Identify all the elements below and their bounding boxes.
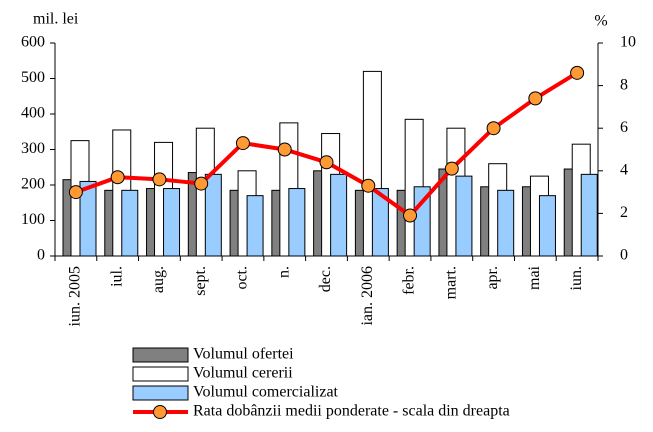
x-tick-label: ian. 2006 <box>359 266 376 326</box>
y2-axis-title: % <box>594 13 607 30</box>
bar <box>79 180 97 257</box>
y-tick-label: 600 <box>21 34 45 51</box>
bar <box>121 189 139 257</box>
y-tick-label: 0 <box>37 247 45 264</box>
bar <box>330 173 348 257</box>
line-marker <box>235 136 250 151</box>
legend-label: Volumul ofertei <box>193 346 294 363</box>
legend-label: Volumul cererii <box>193 365 293 382</box>
y-tick-label: 500 <box>21 69 45 86</box>
bar <box>455 175 473 257</box>
line-marker <box>110 170 125 185</box>
y2-tick-label: 6 <box>620 119 628 136</box>
line-marker <box>194 176 209 191</box>
legend-label: Volumul comercializat <box>193 384 339 401</box>
line-marker <box>528 91 543 106</box>
line-marker <box>152 172 167 187</box>
line-marker <box>68 185 83 200</box>
bar <box>246 195 264 257</box>
x-tick-label: iul. <box>108 266 125 287</box>
bar <box>538 195 556 257</box>
y2-tick-label: 4 <box>620 161 628 178</box>
y-axis-title: mil. lei <box>33 11 79 28</box>
x-tick-label: febr. <box>401 266 418 295</box>
legend-swatch <box>132 347 189 363</box>
y2-tick-label: 10 <box>620 34 636 51</box>
line-marker <box>444 161 459 176</box>
y2-tick-label: 2 <box>620 204 628 221</box>
y2-tick-label: 0 <box>620 247 628 264</box>
legend-swatch <box>132 366 189 382</box>
x-tick-label: iun. 2005 <box>67 266 84 326</box>
bar <box>204 173 222 257</box>
y-tick-label: 300 <box>21 140 45 157</box>
line-marker <box>361 178 376 193</box>
x-tick-label: dec. <box>317 266 334 292</box>
legend-marker <box>153 405 167 419</box>
bar <box>371 188 389 257</box>
x-tick-label: apr. <box>484 266 501 290</box>
y2-tick-label: 8 <box>620 76 628 93</box>
line-marker <box>486 121 501 136</box>
legend-label: Rata dobânzii medii ponderate - scala di… <box>193 403 510 420</box>
x-tick-label: mart. <box>442 266 459 299</box>
x-tick-label: mai <box>526 265 543 290</box>
legend-swatch <box>132 385 189 401</box>
bar <box>163 188 181 257</box>
x-tick-label: oct. <box>234 266 251 290</box>
x-tick-label: aug. <box>150 266 167 293</box>
line-marker <box>570 65 585 80</box>
x-tick-label: iun. <box>568 266 585 290</box>
x-tick-label: n. <box>275 266 292 278</box>
line-marker <box>319 155 334 170</box>
x-tick-label: sept. <box>192 266 209 296</box>
bar <box>497 189 515 257</box>
y-tick-label: 100 <box>21 211 45 228</box>
y-tick-label: 200 <box>21 176 45 193</box>
line-marker <box>277 142 292 157</box>
bar <box>580 173 598 257</box>
y-tick-label: 400 <box>21 105 45 122</box>
bar <box>288 188 306 257</box>
line-marker <box>403 208 418 223</box>
